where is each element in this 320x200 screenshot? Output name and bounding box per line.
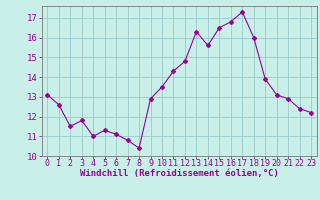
X-axis label: Windchill (Refroidissement éolien,°C): Windchill (Refroidissement éolien,°C) — [80, 169, 279, 178]
